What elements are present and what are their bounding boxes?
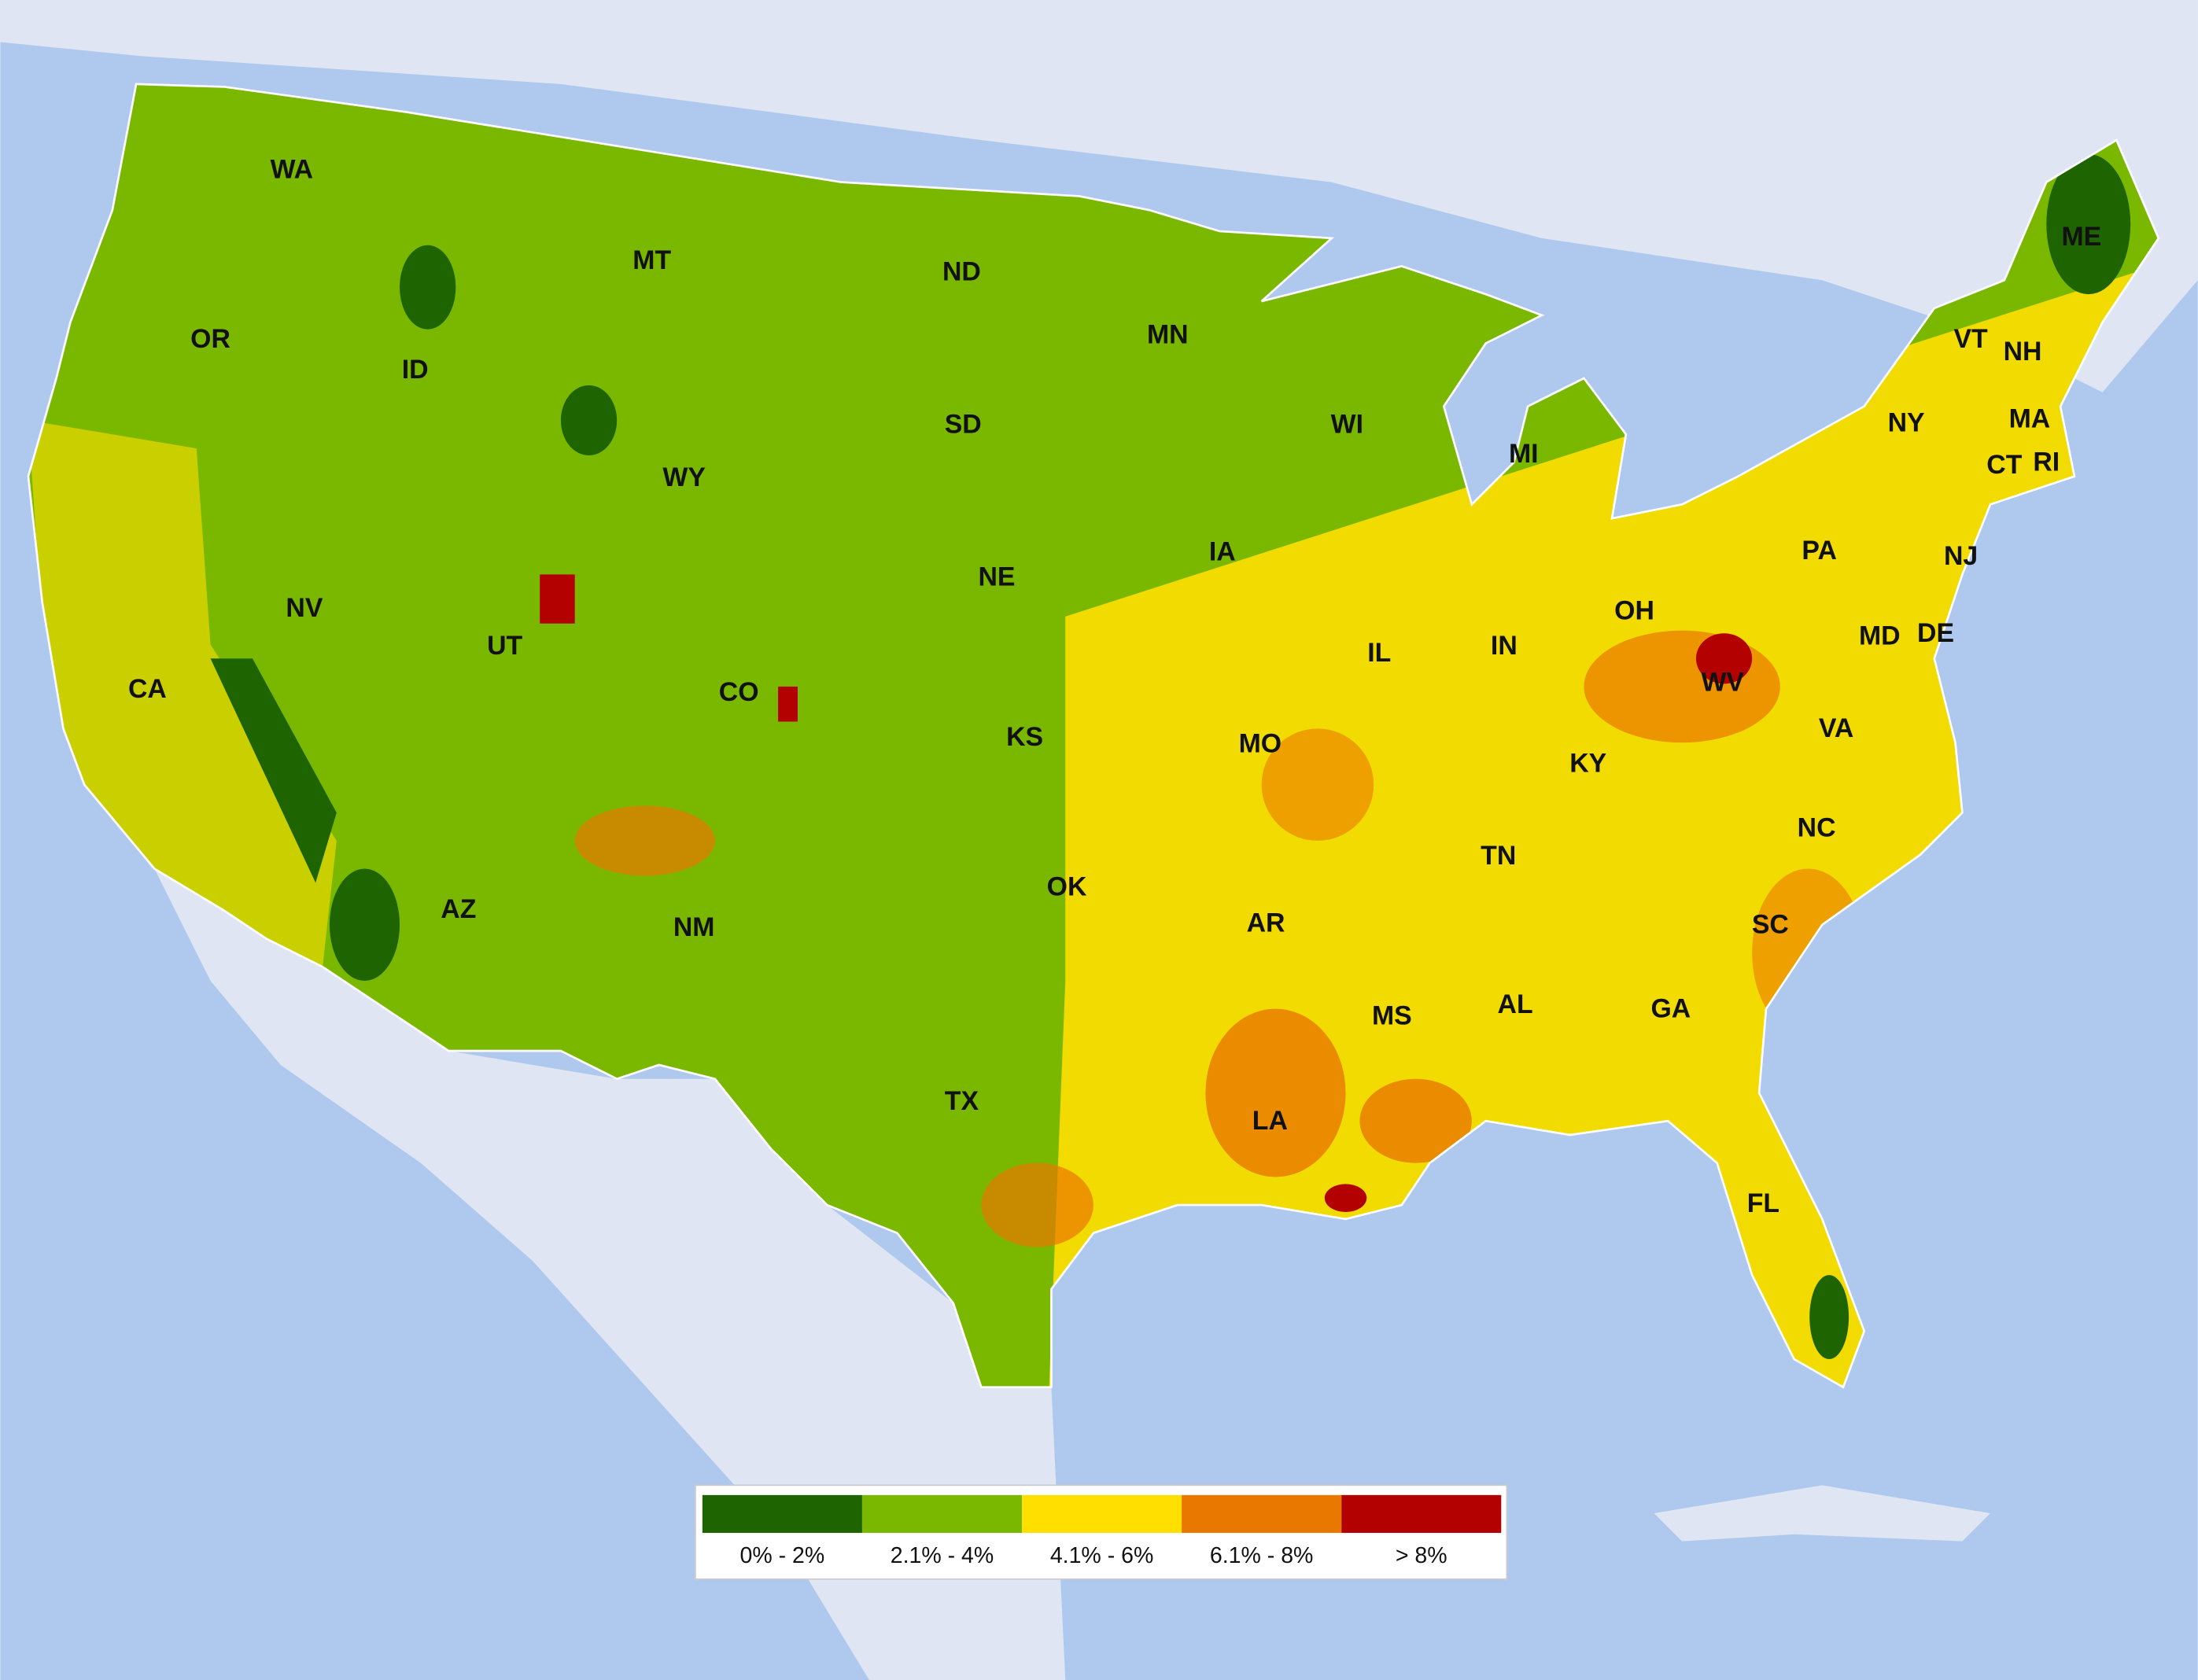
state-label: ME xyxy=(2061,222,2101,252)
region xyxy=(540,574,575,624)
state-label: MN xyxy=(1147,319,1189,349)
state-label: IL xyxy=(1367,638,1391,668)
legend-swatch xyxy=(1182,1494,1342,1533)
region xyxy=(560,385,618,455)
state-label: NM xyxy=(673,912,715,942)
legend-label: 4.1% - 6% xyxy=(1050,1543,1153,1568)
legend-label: 6.1% - 8% xyxy=(1210,1543,1313,1568)
cuba xyxy=(1654,1485,1991,1542)
state-label: KS xyxy=(1006,722,1043,752)
state-label: CO xyxy=(719,677,759,707)
state-label: AZ xyxy=(441,894,476,924)
region xyxy=(1359,1078,1472,1163)
region xyxy=(1261,728,1374,841)
region xyxy=(400,245,456,330)
state-label: ND xyxy=(942,256,981,286)
region xyxy=(1695,633,1753,684)
state-label: MD xyxy=(1859,621,1901,651)
state-label: MS xyxy=(1372,1000,1412,1030)
state-labels: WA OR CA NV ID MT WY UT AZ CO NM ND SD NE KS OK TX MN IA MO… xyxy=(128,154,2101,1218)
region xyxy=(210,658,337,883)
legend-swatch xyxy=(861,1494,1023,1533)
state-label: MA xyxy=(2009,403,2051,433)
state-label: GA xyxy=(1650,993,1691,1023)
state-label: PA xyxy=(1802,536,1836,566)
state-label: SC xyxy=(1752,909,1789,939)
state-label: TX xyxy=(945,1086,979,1116)
state-label: IA xyxy=(1209,537,1236,567)
canada xyxy=(0,0,2198,392)
region xyxy=(981,1162,1093,1247)
legend: 0% - 2% 2.1% - 4% 4.1% - 6% 6.1% - 8% > 8% xyxy=(695,1484,1508,1580)
legend-swatch xyxy=(702,1494,862,1533)
legend-label: 2.1% - 4% xyxy=(891,1543,994,1568)
region xyxy=(2046,153,2131,295)
state-label: VT xyxy=(1953,324,1988,354)
state-label: AR xyxy=(1247,908,1285,938)
region xyxy=(329,868,400,982)
region xyxy=(1809,1275,1849,1360)
state-label: UT xyxy=(487,631,522,661)
state-label: OR xyxy=(190,324,230,354)
region xyxy=(574,805,715,876)
legend-label: > 8% xyxy=(1396,1543,1448,1568)
state-label: NC xyxy=(1798,813,1836,843)
state-label: IN xyxy=(1491,631,1518,661)
state-label: WA xyxy=(271,154,314,184)
state-label: OK xyxy=(1047,871,1087,901)
state-label: ID xyxy=(402,355,429,385)
state-label: FL xyxy=(1747,1188,1779,1218)
state-label: NE xyxy=(978,562,1015,592)
state-label: KY xyxy=(1569,749,1606,779)
region xyxy=(1324,1184,1367,1212)
state-label: LA xyxy=(1252,1106,1288,1136)
legend-swatch xyxy=(1341,1494,1502,1533)
state-label: TN xyxy=(1481,841,1516,871)
state-label: NV xyxy=(286,593,323,623)
state-label: WV xyxy=(1702,667,1745,697)
legend-swatch xyxy=(1022,1494,1182,1533)
mexico xyxy=(154,868,1066,1680)
state-label: MO xyxy=(1239,729,1282,759)
state-label: NH xyxy=(2004,337,2042,367)
state-label: RI xyxy=(2033,448,2060,477)
legend-label: 0% - 2% xyxy=(740,1543,825,1568)
state-label: OH xyxy=(1614,595,1654,625)
state-label: AL xyxy=(1498,989,1533,1019)
state-label: CT xyxy=(1986,450,2022,480)
region xyxy=(1205,1008,1346,1177)
state-label: SD xyxy=(945,410,982,440)
state-label: DE xyxy=(1917,618,1954,648)
state-label: NJ xyxy=(1944,541,1978,571)
state-label: NY xyxy=(1888,408,1925,438)
state-label: CA xyxy=(128,674,167,704)
state-label: MI xyxy=(1509,439,1539,469)
state-label: WI xyxy=(1331,410,1363,440)
region xyxy=(1584,630,1780,743)
region xyxy=(778,686,798,722)
state-label: MT xyxy=(632,245,671,275)
state-label: VA xyxy=(1819,713,1853,743)
state-label: WY xyxy=(662,462,706,492)
